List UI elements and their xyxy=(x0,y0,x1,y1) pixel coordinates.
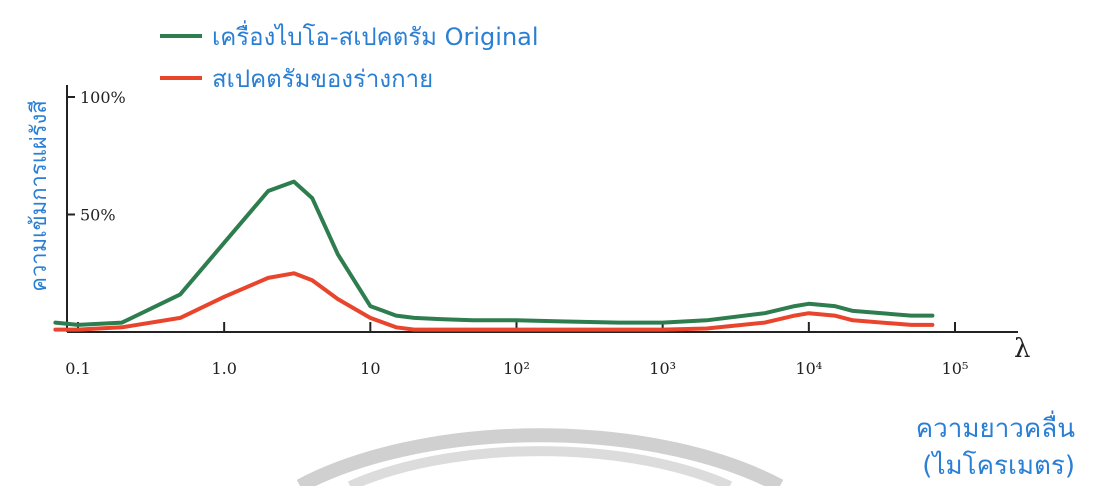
x-axis-label-line-1: ความยาวคลื่น xyxy=(916,410,1075,444)
tick-labels: 0.1 1.0 10 10² 10³ 10⁴ 10⁵ 50% 100% xyxy=(65,88,968,378)
legend: เครื่องไบโอ-สเปคตรัม Original สเปคตรัมขอ… xyxy=(160,20,539,93)
legend-label-series-1: สเปคตรัมของร่างกาย xyxy=(212,65,433,93)
series-line-1 xyxy=(53,271,935,332)
x-tick-label: 1.0 xyxy=(211,359,236,378)
x-tick-label: 0.1 xyxy=(65,359,90,378)
x-tick-label: 10⁵ xyxy=(942,359,969,378)
x-axis-label-line-2: (ไมโครเมตร) xyxy=(922,450,1075,481)
x-tick-label: 10³ xyxy=(649,359,676,378)
background-watermark xyxy=(296,428,784,486)
x-tick-label: 10 xyxy=(360,359,380,378)
series-lines xyxy=(53,179,935,332)
y-tick-label: 100% xyxy=(80,88,126,107)
axes xyxy=(66,85,1018,333)
x-tick-label: 10² xyxy=(503,359,530,378)
y-tick-label: 50% xyxy=(80,206,116,225)
series-line-0 xyxy=(53,179,935,327)
x-tick-label: 10⁴ xyxy=(795,359,822,378)
legend-label-series-0: เครื่องไบโอ-สเปคตรัม Original xyxy=(212,20,539,51)
y-axis-label: ความเข้มการแผ่รังสี xyxy=(27,100,52,292)
x-axis-symbol: λ xyxy=(1014,334,1030,364)
